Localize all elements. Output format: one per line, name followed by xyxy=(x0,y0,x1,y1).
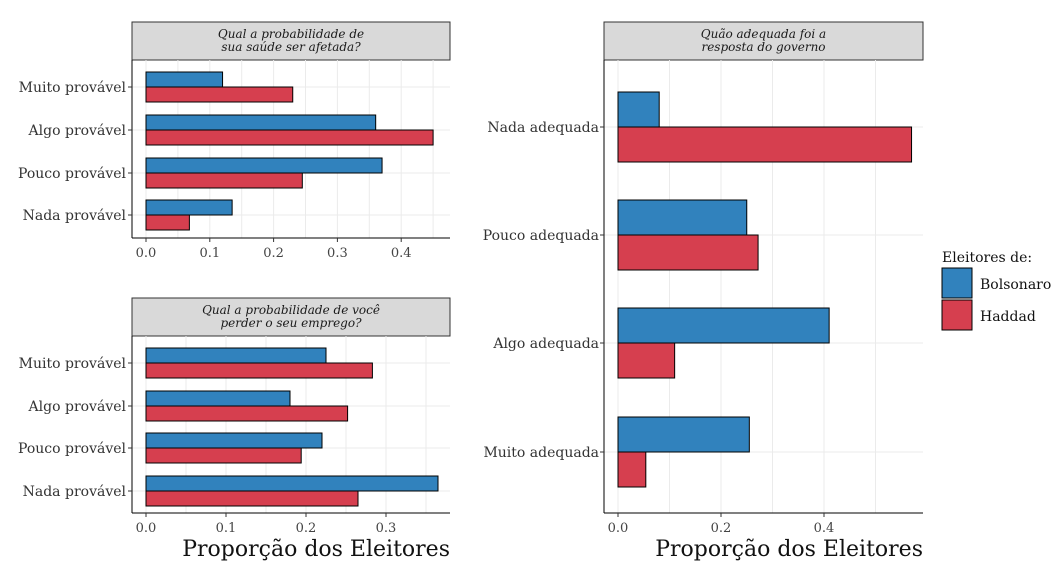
bar-haddad xyxy=(617,342,676,379)
x-tick-label: 0.3 xyxy=(327,246,348,261)
legend-key-bolsonaro xyxy=(941,267,973,299)
panel-title: sua saúde ser afetada? xyxy=(221,40,361,54)
bar-bolsonaro xyxy=(617,307,830,344)
panel-strip xyxy=(131,297,451,337)
category-label: Nada provável xyxy=(23,484,127,500)
panel-title: Qual a probabilidade de xyxy=(218,27,364,41)
bar-bolsonaro xyxy=(617,199,748,236)
bar-haddad xyxy=(145,86,294,103)
bar-bolsonaro xyxy=(145,475,439,492)
panel-title: Quão adequada foi a xyxy=(701,27,826,41)
panel-strip xyxy=(603,21,924,61)
x-axis-title: Proporção dos Eleitores xyxy=(182,537,450,562)
category-label: Muito adequada xyxy=(483,445,599,461)
x-tick-label: 0.4 xyxy=(814,521,835,536)
category-label: Muito provável xyxy=(19,356,127,372)
panel-title: resposta do governo xyxy=(701,40,825,54)
bar-bolsonaro xyxy=(145,114,377,131)
legend-label-haddad: Haddad xyxy=(980,309,1036,325)
bar-bolsonaro xyxy=(145,432,323,449)
panel-title: perder o seu emprego? xyxy=(220,316,362,330)
category-label: Muito provável xyxy=(19,80,127,96)
x-tick-label: 0.0 xyxy=(136,246,157,261)
category-label: Algo provável xyxy=(28,123,127,139)
category-label: Nada adequada xyxy=(487,120,599,136)
category-label: Pouco provável xyxy=(18,441,127,457)
bar-bolsonaro xyxy=(617,91,660,128)
legend-label-bolsonaro: Bolsonaro xyxy=(980,277,1051,293)
bar-bolsonaro xyxy=(145,347,327,364)
category-label: Pouco adequada xyxy=(483,228,599,244)
legend: Eleitores de: Bolsonaro Haddad xyxy=(941,250,1051,331)
x-tick-label: 0.0 xyxy=(608,521,629,536)
x-tick-label: 0.2 xyxy=(263,246,284,261)
x-tick-label: 0.4 xyxy=(391,246,412,261)
category-label: Algo provável xyxy=(28,399,127,415)
bar-haddad xyxy=(145,214,190,231)
category-label: Pouco provável xyxy=(18,166,127,182)
bar-bolsonaro xyxy=(145,157,383,174)
panel-strip xyxy=(131,21,451,61)
x-axis-title: Proporção dos Eleitores xyxy=(655,537,923,562)
x-tick-label: 0.2 xyxy=(296,521,317,536)
legend-key-haddad xyxy=(941,299,973,331)
bar-bolsonaro xyxy=(617,416,750,453)
bar-bolsonaro xyxy=(145,390,291,407)
bar-bolsonaro xyxy=(145,199,233,216)
x-tick-label: 0.2 xyxy=(711,521,732,536)
category-label: Algo adequada xyxy=(492,336,599,352)
bar-haddad xyxy=(145,447,302,464)
bar-haddad xyxy=(145,490,359,507)
bar-bolsonaro xyxy=(145,71,224,88)
bar-haddad xyxy=(145,172,303,189)
x-tick-label: 0.0 xyxy=(136,521,157,536)
legend-title: Eleitores de: xyxy=(942,250,1032,266)
bar-haddad xyxy=(617,126,913,163)
category-label: Nada provável xyxy=(23,208,127,224)
x-tick-label: 0.1 xyxy=(199,246,220,261)
bar-haddad xyxy=(145,405,349,422)
bar-haddad xyxy=(145,129,434,146)
x-tick-label: 0.3 xyxy=(376,521,397,536)
bar-haddad xyxy=(617,234,759,271)
panel-title: Qual a probabilidade de você xyxy=(202,303,380,317)
x-tick-label: 0.1 xyxy=(216,521,237,536)
bar-haddad xyxy=(617,451,647,488)
bar-haddad xyxy=(145,362,373,379)
